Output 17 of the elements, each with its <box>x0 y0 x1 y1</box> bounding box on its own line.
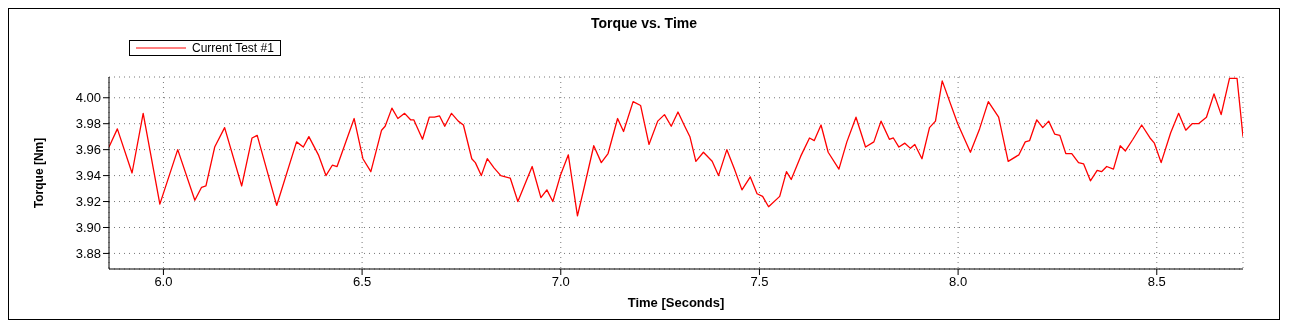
y-tick-label: 3.90 <box>75 220 101 236</box>
x-axis-title: Time [Seconds] <box>627 295 725 310</box>
y-tick-label: 3.96 <box>75 142 101 158</box>
legend-label: Current Test #1 <box>192 41 274 55</box>
y-tick-label: 3.88 <box>75 246 101 262</box>
x-tick-label: 6.0 <box>154 274 173 290</box>
x-tick-label: 8.0 <box>949 274 968 290</box>
x-tick-label: 7.5 <box>750 274 769 290</box>
x-tick-label: 7.0 <box>551 274 570 290</box>
x-tick-label: 6.5 <box>353 274 372 290</box>
y-tick-label: 3.94 <box>75 168 101 184</box>
chart-title: Torque vs. Time <box>589 15 699 31</box>
y-tick-label: 4.00 <box>75 90 101 106</box>
y-tick-label: 3.92 <box>75 194 101 210</box>
y-axis-title: Torque [Nm] <box>32 137 47 209</box>
y-tick-label: 3.98 <box>75 116 101 132</box>
x-tick-label: 8.5 <box>1147 274 1166 290</box>
